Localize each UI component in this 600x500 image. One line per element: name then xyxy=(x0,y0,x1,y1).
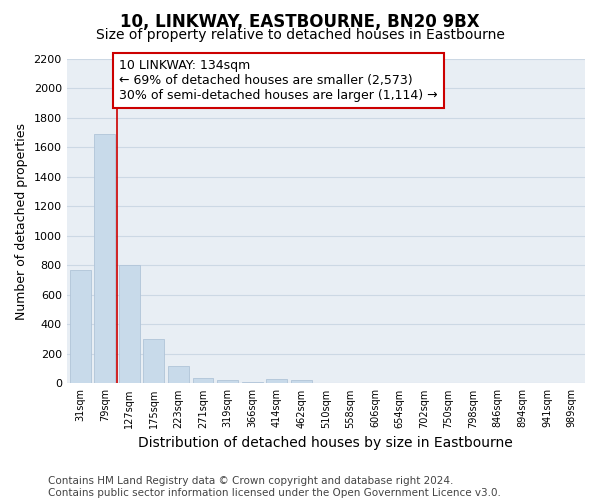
Bar xyxy=(119,266,140,384)
Text: 10, LINKWAY, EASTBOURNE, BN20 9BX: 10, LINKWAY, EASTBOURNE, BN20 9BX xyxy=(120,12,480,30)
Y-axis label: Number of detached properties: Number of detached properties xyxy=(15,122,28,320)
Bar xyxy=(242,382,263,384)
Bar xyxy=(94,134,115,384)
Bar xyxy=(70,270,91,384)
Bar xyxy=(168,366,189,384)
X-axis label: Distribution of detached houses by size in Eastbourne: Distribution of detached houses by size … xyxy=(139,436,513,450)
Text: Contains HM Land Registry data © Crown copyright and database right 2024.
Contai: Contains HM Land Registry data © Crown c… xyxy=(48,476,501,498)
Bar xyxy=(193,378,214,384)
Bar xyxy=(266,379,287,384)
Bar xyxy=(291,380,312,384)
Bar xyxy=(143,339,164,384)
Bar xyxy=(217,380,238,384)
Text: 10 LINKWAY: 134sqm
← 69% of detached houses are smaller (2,573)
30% of semi-deta: 10 LINKWAY: 134sqm ← 69% of detached hou… xyxy=(119,59,438,102)
Text: Size of property relative to detached houses in Eastbourne: Size of property relative to detached ho… xyxy=(95,28,505,42)
